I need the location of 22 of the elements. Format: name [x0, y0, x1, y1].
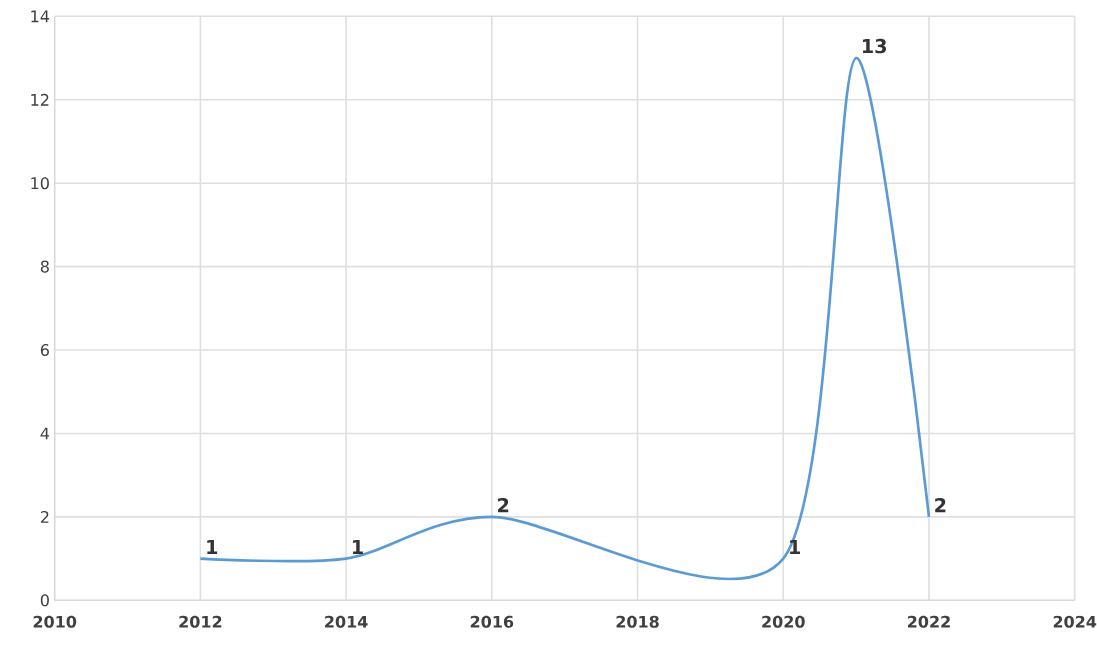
x-tick-label: 2010 [33, 615, 77, 628]
x-tick-label: 2018 [616, 615, 659, 628]
y-tick-label: 10 [31, 177, 49, 190]
y-tick-label: 4 [40, 427, 50, 440]
data-label: 2 [498, 497, 509, 513]
data-label: 1 [352, 539, 363, 554]
y-tick-label: 2 [40, 510, 49, 523]
y-tick-label: 12 [31, 93, 49, 106]
y-tick-label: 8 [40, 260, 49, 273]
data-label: 2 [935, 497, 946, 513]
x-tick-label: 2014 [325, 615, 368, 628]
x-tick-label: 2024 [1053, 615, 1097, 628]
x-tick-label: 2016 [470, 615, 514, 628]
x-tick-label: 2012 [179, 615, 222, 628]
data-label: 1 [790, 539, 800, 554]
y-tick-label: 14 [31, 10, 50, 23]
x-tick-label: 2020 [762, 615, 805, 628]
data-label: 1 [207, 539, 218, 554]
x-tick-label: 2022 [907, 615, 950, 628]
y-tick-label: 6 [40, 343, 49, 357]
data-label: 13 [862, 38, 887, 54]
y-tick-label: 0 [40, 594, 49, 607]
